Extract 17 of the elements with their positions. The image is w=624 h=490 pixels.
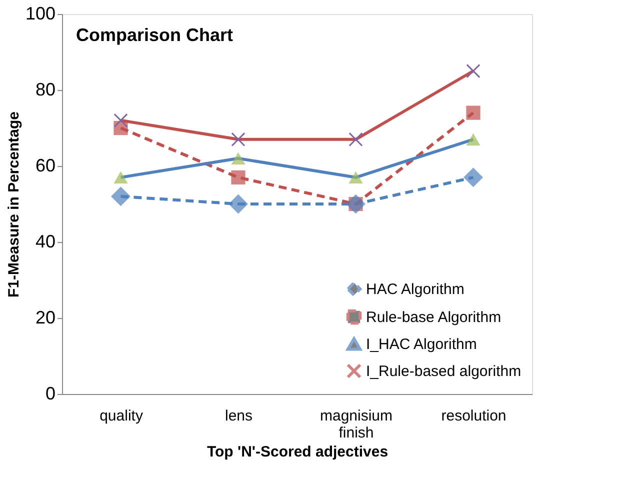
legend-label: I_HAC Algorithm	[366, 336, 477, 353]
y-tick-label: 60	[35, 156, 56, 176]
x-tick-label: quality	[100, 408, 144, 424]
y-tick-label: 40	[35, 232, 56, 252]
y-tick-label: 100	[25, 4, 56, 24]
x-tick-label: magnisium finish	[320, 408, 393, 442]
x-axis-title: Top 'N'-Scored adjectives	[206, 444, 388, 460]
y-tick-label: 80	[35, 80, 56, 100]
y-axis-title: F1-Measure in Percentage	[5, 112, 22, 298]
y-tick-label: 0	[45, 384, 56, 404]
legend-label: Rule-base Algorithm	[366, 309, 502, 326]
x-tick-label: resolution	[441, 408, 506, 424]
legend-label: I_Rule-based algorithm	[366, 363, 522, 380]
text: Comparison Chart	[76, 25, 233, 45]
y-tick-label: 20	[35, 308, 56, 328]
legend-label: HAC Algorithm	[366, 281, 464, 298]
x-tick-label: lens	[224, 408, 253, 424]
